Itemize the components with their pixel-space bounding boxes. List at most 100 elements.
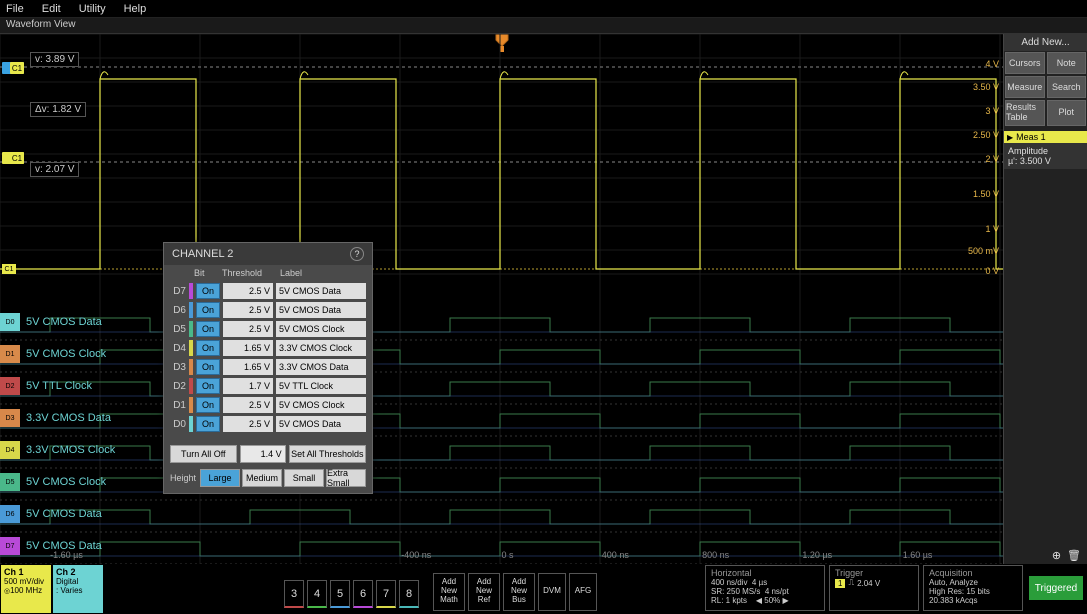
time-axis-label: 800 ns xyxy=(702,550,729,560)
height-large-button[interactable]: Large xyxy=(200,469,240,487)
channel-slot-8[interactable]: 8 xyxy=(399,580,419,608)
bit-on-toggle[interactable]: On xyxy=(196,302,220,318)
ch1-badge-b[interactable]: C1 xyxy=(10,152,24,164)
turn-all-off-button[interactable]: Turn All Off xyxy=(170,445,237,463)
acquisition-info[interactable]: Acquisition Auto, Analyze High Res: 15 b… xyxy=(923,565,1023,611)
trigger-info[interactable]: Trigger 1 ⎍ 2.04 V xyxy=(829,565,919,611)
bit-label-input[interactable]: 5V CMOS Data xyxy=(276,302,366,318)
meas-expand-icon[interactable]: ▶ xyxy=(1007,133,1013,142)
trigger-level: 2.04 V xyxy=(857,579,880,588)
bit-id: D1 xyxy=(170,400,186,411)
bit-label-input[interactable]: 5V TTL Clock xyxy=(276,378,366,394)
bit-label-input[interactable]: 3.3V CMOS Clock xyxy=(276,340,366,356)
bit-on-toggle[interactable]: On xyxy=(196,378,220,394)
bit-threshold-input[interactable]: 2.5 V xyxy=(223,416,273,432)
cursors-button[interactable]: Cursors xyxy=(1005,52,1045,74)
menu-edit[interactable]: Edit xyxy=(42,3,61,15)
ch1-bw: 100 MHz xyxy=(10,586,42,595)
bottom-bar: Ch 1 500 mV/div ◎100 MHz Ch 2 Digital : … xyxy=(0,564,1087,614)
set-all-thresholds-button[interactable]: Set All Thresholds xyxy=(289,445,366,463)
digital-channel-row[interactable]: D55V CMOS Clock xyxy=(0,466,130,498)
channel-slot-5[interactable]: 5 xyxy=(330,580,350,608)
ch1-badge[interactable]: Ch 1 500 mV/div ◎100 MHz xyxy=(1,565,51,613)
bit-on-toggle[interactable]: On xyxy=(196,416,220,432)
dvm-button[interactable]: DVM xyxy=(538,573,566,611)
ch2-varies: : Varies xyxy=(56,586,100,595)
digital-channel-row[interactable]: D33.3V CMOS Data xyxy=(0,402,130,434)
bit-color-swatch xyxy=(189,378,193,394)
meas-value: µ': 3.500 V xyxy=(1008,156,1083,166)
bit-on-toggle[interactable]: On xyxy=(196,397,220,413)
ch1-ref-badge[interactable]: C1 xyxy=(2,264,16,274)
height-medium-button[interactable]: Medium xyxy=(242,469,282,487)
bit-label-input[interactable]: 5V CMOS Data xyxy=(276,416,366,432)
channel-slot-7[interactable]: 7 xyxy=(376,580,396,608)
col-bit: Bit xyxy=(194,268,222,278)
ch1-badge-a[interactable]: C1 xyxy=(10,62,24,74)
time-axis-label: 1.60 µs xyxy=(903,550,933,560)
bit-threshold-input[interactable]: 1.65 V xyxy=(223,340,273,356)
acq-res: High Res: 15 bits xyxy=(929,587,1017,596)
digital-channel-row[interactable]: D15V CMOS Clock xyxy=(0,338,130,370)
bit-color-swatch xyxy=(189,283,193,299)
add-ref-button[interactable]: AddNewRef xyxy=(468,573,500,611)
triggered-button[interactable]: Triggered xyxy=(1029,576,1083,600)
zoom-icon[interactable]: ⊕ xyxy=(1052,549,1061,562)
digital-channel-row[interactable]: D65V CMOS Data xyxy=(0,498,130,530)
waveform-area[interactable]: a C1 v: 3.89 V Δv: 1.82 V b C1 v: 2.07 V… xyxy=(0,34,1003,564)
bit-color-swatch xyxy=(189,340,193,356)
time-axis-label: 1.20 µs xyxy=(802,550,832,560)
bit-threshold-input[interactable]: 1.7 V xyxy=(223,378,273,394)
digital-channel-swatch: D3 xyxy=(0,409,20,427)
bit-threshold-input[interactable]: 1.65 V xyxy=(223,359,273,375)
bit-threshold-input[interactable]: 2.5 V xyxy=(223,302,273,318)
horizontal-info[interactable]: Horizontal 400 ns/div 4 µs SR: 250 MS/s … xyxy=(705,565,825,611)
menu-help[interactable]: Help xyxy=(124,3,147,15)
note-button[interactable]: Note xyxy=(1047,52,1087,74)
add-bus-button[interactable]: AddNewBus xyxy=(503,573,535,611)
afg-button[interactable]: AFG xyxy=(569,573,597,611)
time-axis: -1.60 µs-400 ns0 s400 ns800 ns1.20 µs1.6… xyxy=(0,550,1003,564)
measurement-badge[interactable]: ▶Meas 1 Amplitude µ': 3.500 V xyxy=(1004,131,1087,169)
measure-button[interactable]: Measure xyxy=(1005,76,1045,98)
digital-channel-row[interactable]: D43.3V CMOS Clock xyxy=(0,434,130,466)
global-threshold-input[interactable]: 1.4 V xyxy=(240,445,286,463)
bit-label-input[interactable]: 5V CMOS Clock xyxy=(276,321,366,337)
y-axis-label: 4 V xyxy=(985,59,999,69)
horiz-nspt: 4 ns/pt xyxy=(765,587,789,596)
bit-label-input[interactable]: 3.3V CMOS Data xyxy=(276,359,366,375)
digital-channel-swatch: D4 xyxy=(0,441,20,459)
bit-on-toggle[interactable]: On xyxy=(196,359,220,375)
ch2-id: Ch 2 xyxy=(56,567,100,577)
add-new-title: Add New... xyxy=(1004,34,1087,51)
results-table-button[interactable]: Results Table xyxy=(1005,100,1045,126)
bit-threshold-input[interactable]: 2.5 V xyxy=(223,321,273,337)
bit-config-row: D2On1.7 V5V TTL Clock xyxy=(170,378,366,394)
bit-on-toggle[interactable]: On xyxy=(196,321,220,337)
meas-name: Amplitude xyxy=(1008,146,1083,156)
menu-utility[interactable]: Utility xyxy=(79,3,106,15)
bit-label-input[interactable]: 5V CMOS Data xyxy=(276,283,366,299)
bit-on-toggle[interactable]: On xyxy=(196,340,220,356)
bit-threshold-input[interactable]: 2.5 V xyxy=(223,283,273,299)
bit-threshold-input[interactable]: 2.5 V xyxy=(223,397,273,413)
add-math-button[interactable]: AddNewMath xyxy=(433,573,465,611)
bit-config-row: D3On1.65 V3.3V CMOS Data xyxy=(170,359,366,375)
search-button[interactable]: Search xyxy=(1047,76,1087,98)
height-small-button[interactable]: Small xyxy=(284,469,324,487)
bit-label-input[interactable]: 5V CMOS Clock xyxy=(276,397,366,413)
trash-icon[interactable]: 🗑 xyxy=(1067,549,1081,562)
ch2-badge[interactable]: Ch 2 Digital : Varies xyxy=(53,565,103,613)
popup-help-icon[interactable]: ? xyxy=(350,247,364,261)
bit-on-toggle[interactable]: On xyxy=(196,283,220,299)
acq-count: 20.383 kAcqs xyxy=(929,596,1017,605)
digital-channel-row[interactable]: D25V TTL Clock xyxy=(0,370,130,402)
channel-slot-3[interactable]: 3 xyxy=(284,580,304,608)
channel-slot-6[interactable]: 6 xyxy=(353,580,373,608)
ch1-scale: 500 mV/div xyxy=(4,577,48,586)
channel-slot-4[interactable]: 4 xyxy=(307,580,327,608)
menu-file[interactable]: File xyxy=(6,3,24,15)
height-extra-small-button[interactable]: Extra Small xyxy=(326,469,366,487)
plot-button[interactable]: Plot xyxy=(1047,100,1087,126)
digital-channel-row[interactable]: D05V CMOS Data xyxy=(0,306,130,338)
